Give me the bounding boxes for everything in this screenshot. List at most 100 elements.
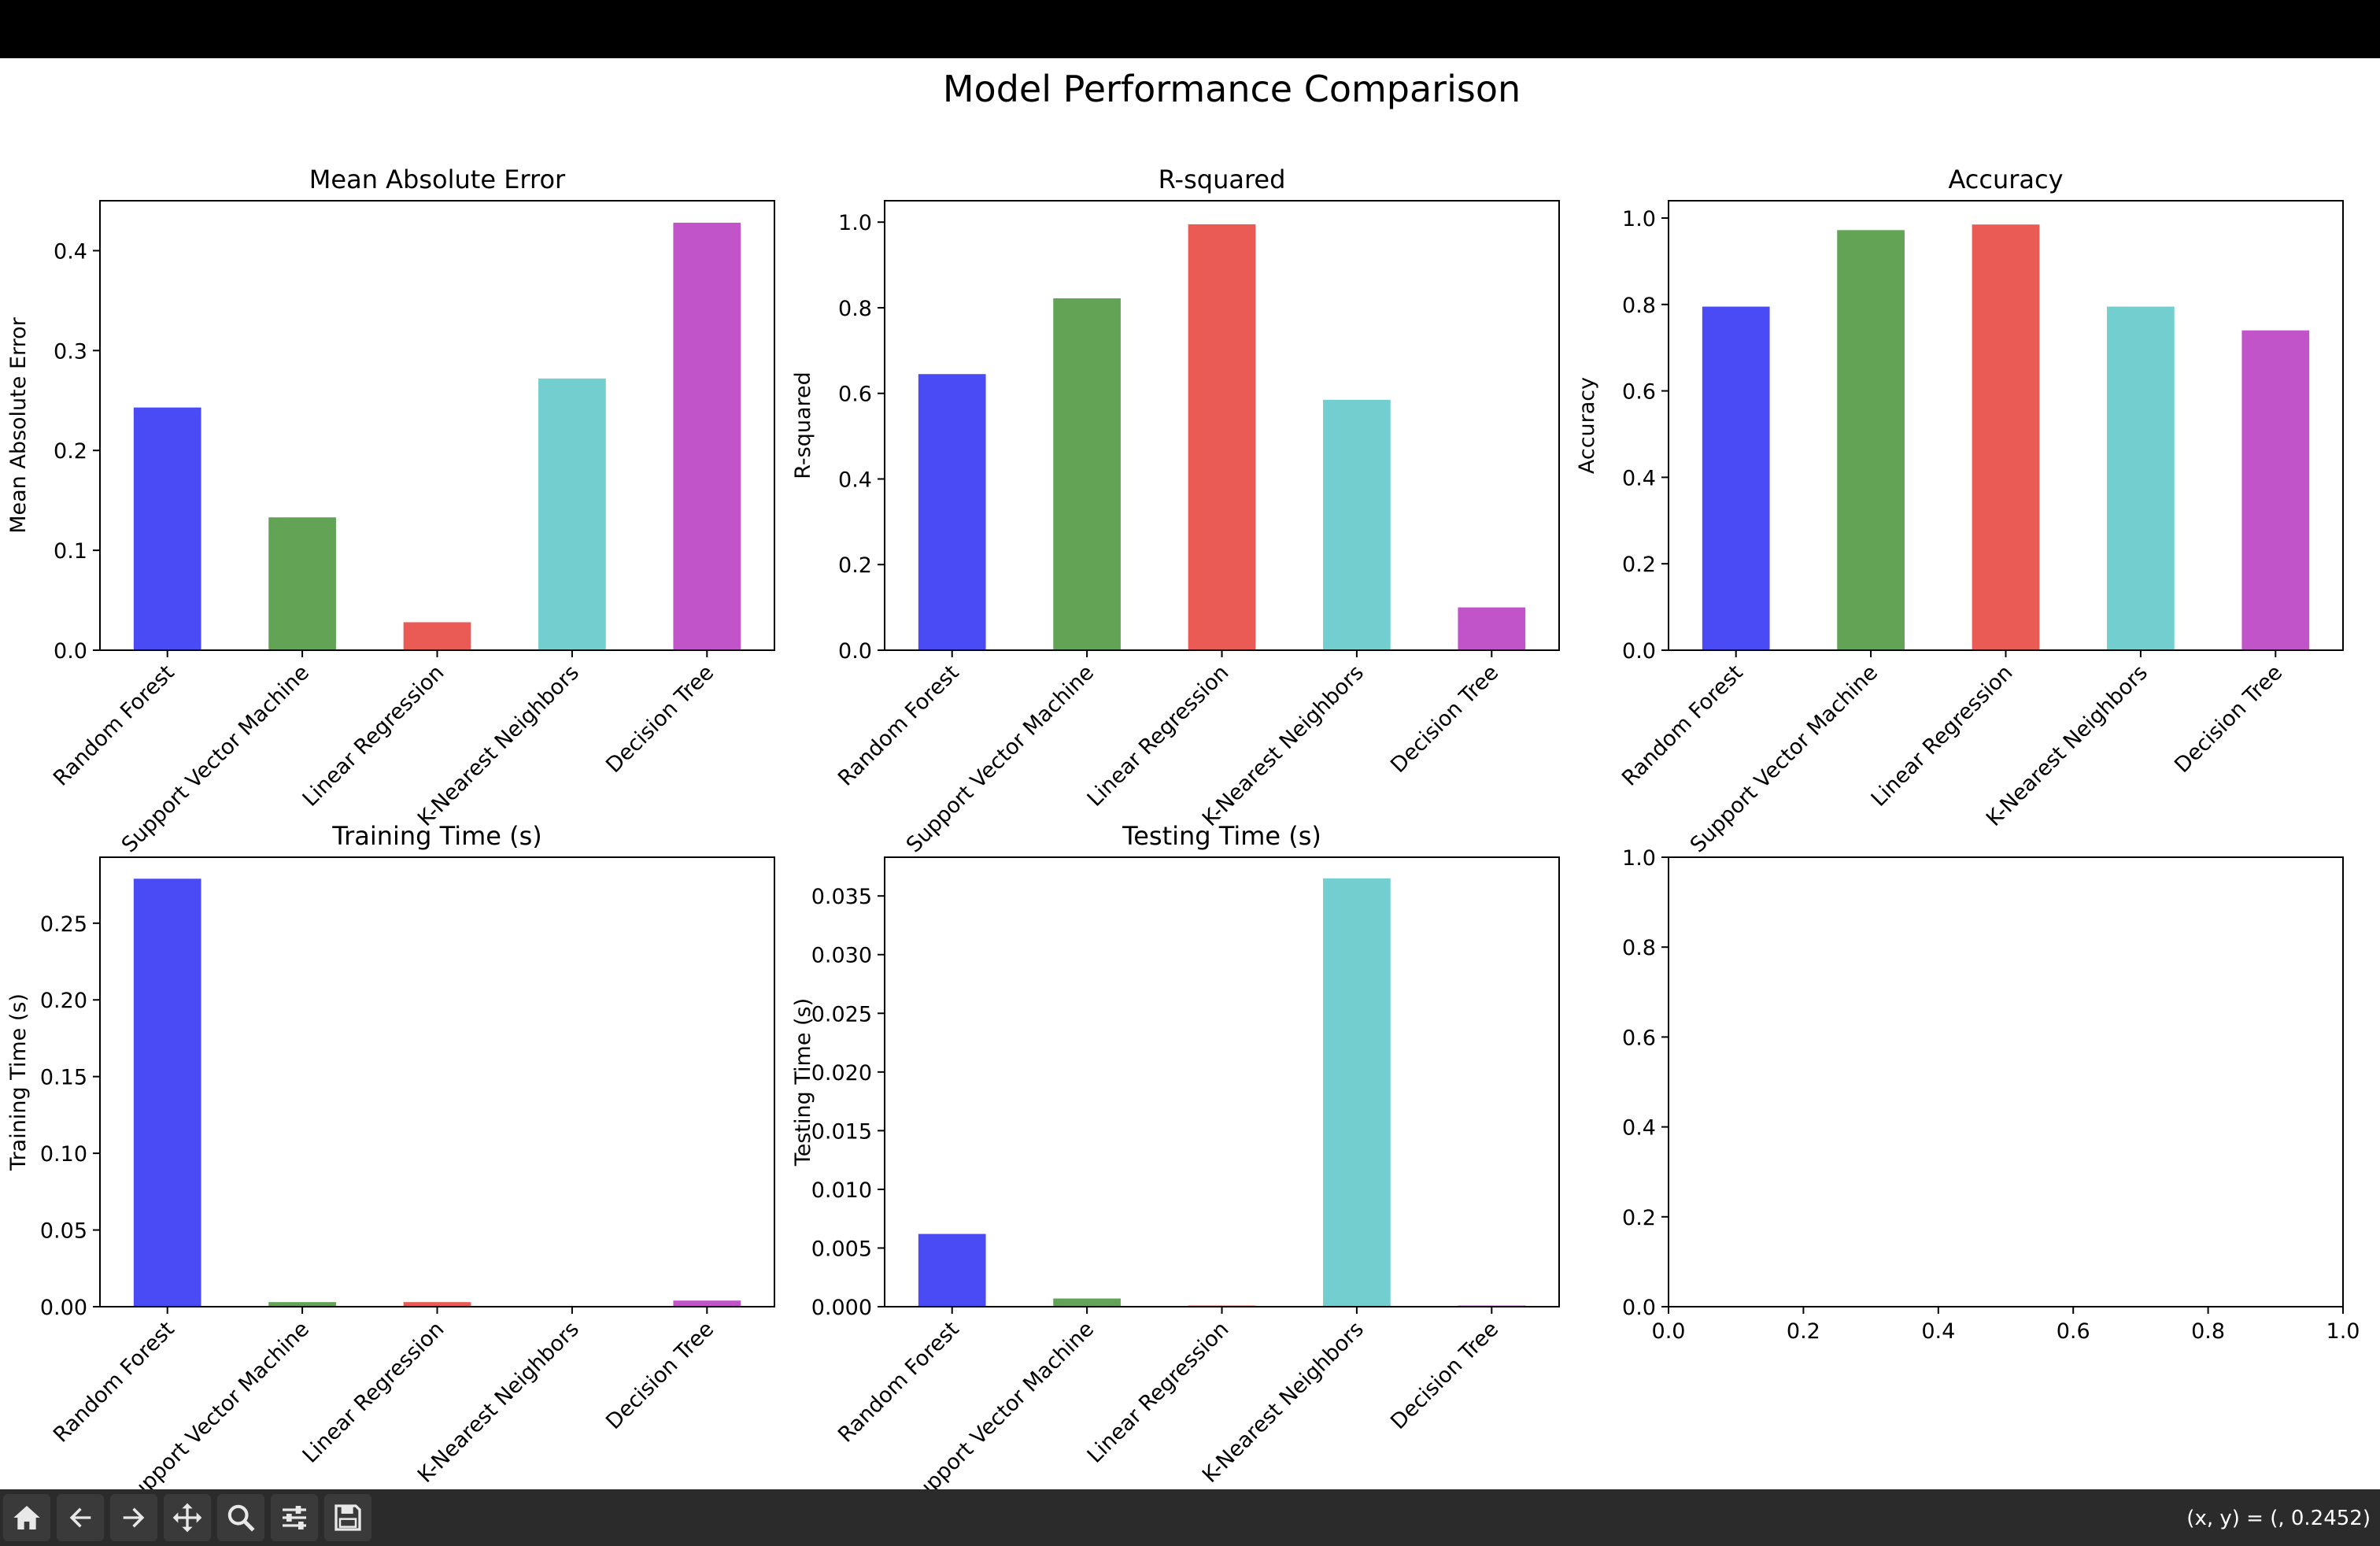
- y-tick-label: 0.2: [1622, 553, 1656, 577]
- y-tick-label: 0.1: [54, 539, 87, 564]
- y-tick-label: 0.4: [838, 468, 872, 492]
- y-tick-label: 0.0: [1622, 1296, 1656, 1320]
- move-icon: [172, 1503, 202, 1533]
- y-tick-label: 0.035: [811, 885, 872, 909]
- axes-frame: [1668, 856, 2344, 1307]
- x-tick-label: Linear Regression: [1867, 660, 2018, 812]
- cursor-coordinates: (x, y) = (, 0.2452): [2186, 1507, 2371, 1530]
- y-tick-label: 0.8: [838, 297, 872, 321]
- x-tick-label: Decision Tree: [601, 1317, 719, 1434]
- y-tick-label: 0.05: [40, 1219, 87, 1244]
- x-tick-label: Decision Tree: [1386, 1317, 1503, 1434]
- y-tick-label: 0.8: [1622, 294, 1656, 318]
- y-tick-label: 0.10: [40, 1142, 87, 1167]
- bar-linear-regression: [403, 1302, 471, 1307]
- bar-support-vector-machine: [268, 517, 336, 650]
- bar-k-nearest-neighbors: [1323, 878, 1391, 1307]
- x-tick-label: Random Forest: [1617, 660, 1748, 791]
- bar-linear-regression: [403, 622, 471, 650]
- y-tick-label: 0.8: [1622, 936, 1656, 960]
- forward-button[interactable]: [110, 1494, 157, 1541]
- arrow-right-icon: [123, 1507, 145, 1528]
- y-tick-label: 0.020: [811, 1061, 872, 1086]
- home-button[interactable]: [3, 1494, 50, 1541]
- bar-random-forest: [918, 374, 986, 650]
- y-tick-label: 0.6: [838, 383, 872, 407]
- x-tick-label: Random Forest: [833, 660, 964, 791]
- y-tick-label: 0.005: [811, 1237, 872, 1261]
- x-tick-label: Linear Regression: [1083, 660, 1234, 812]
- y-tick-label: 1.0: [838, 211, 872, 235]
- x-tick-label: Linear Regression: [298, 1317, 449, 1468]
- axes-frame: [884, 856, 1560, 1307]
- sliders-icon: [283, 1506, 306, 1529]
- save-icon: [334, 1504, 361, 1531]
- subplot-6: 0.0 0.2 0.4 0.6 0.8 1.0 0.0 0.2 0.4 0.6 0.8 1.0: [1622, 846, 2360, 1344]
- bar-decision-tree: [673, 222, 741, 651]
- y-tick-label: 0.0: [1622, 639, 1656, 664]
- bar-linear-regression: [1188, 224, 1256, 650]
- y-tick-label: 0.4: [54, 239, 87, 264]
- y-tick-label: 0.25: [40, 912, 87, 937]
- y-axis-label: R-squared: [791, 372, 815, 479]
- bar-support-vector-machine: [268, 1302, 336, 1307]
- home-icon: [13, 1506, 40, 1529]
- x-tick-label: 0.8: [2191, 1319, 2225, 1344]
- y-tick-label: 0.4: [1622, 466, 1656, 490]
- axes-frame: [1668, 200, 2344, 651]
- x-tick-label: Random Forest: [49, 660, 179, 791]
- bar-random-forest: [918, 1233, 986, 1307]
- navigation-toolbar: (x, y) = (, 0.2452): [0, 1489, 2380, 1546]
- x-tick-label: 0.2: [1787, 1319, 1820, 1344]
- subplot-2: R-squared 0.0 0.2 0.4 0.6 0.8 1.0 Random Forest…: [791, 165, 1560, 857]
- subplot-title: R-squared: [1159, 165, 1286, 194]
- y-tick-label: 0.000: [811, 1296, 872, 1320]
- bar-k-nearest-neighbors: [1323, 399, 1391, 650]
- y-tick-label: 0.20: [40, 989, 87, 1013]
- x-tick-label: Linear Regression: [298, 660, 449, 812]
- configure-subplots-button[interactable]: [271, 1494, 318, 1541]
- bar-decision-tree: [673, 1300, 741, 1307]
- subplot-title: Testing Time (s): [1122, 821, 1321, 851]
- y-tick-label: 1.0: [1622, 846, 1656, 871]
- y-tick-label: 0.6: [1622, 380, 1656, 405]
- y-tick-label: 0.2: [1622, 1206, 1656, 1230]
- y-tick-label: 0.2: [54, 439, 87, 464]
- y-axis-label: Testing Time (s): [791, 998, 815, 1167]
- figure-suptitle: Model Performance Comparison: [943, 68, 1521, 110]
- axes-frame: [99, 856, 775, 1307]
- figure-canvas[interactable]: Mean Absolute Error 0.0 0.1 0.2 0.3 0.4 Random…: [0, 58, 2380, 1489]
- subplot-title: Mean Absolute Error: [309, 165, 566, 194]
- zoom-icon: [227, 1504, 255, 1532]
- subplot-title: Accuracy: [1948, 165, 2063, 194]
- x-tick-label: 0.0: [1652, 1319, 1686, 1344]
- bar-decision-tree: [1458, 607, 1526, 650]
- arrow-left-icon: [69, 1507, 91, 1528]
- x-tick-label: 1.0: [2326, 1319, 2360, 1344]
- y-tick-label: 0.00: [40, 1296, 87, 1320]
- figure-svg: Mean Absolute Error 0.0 0.1 0.2 0.3 0.4 Random…: [6, 68, 2360, 1489]
- axes-frame: [884, 200, 1560, 651]
- bar-support-vector-machine: [1837, 230, 1905, 650]
- y-tick-label: 0.010: [811, 1178, 872, 1203]
- pan-button[interactable]: [164, 1494, 211, 1541]
- y-tick-label: 0.6: [1622, 1026, 1656, 1050]
- y-axis-label: Training Time (s): [6, 993, 31, 1171]
- window-titlebar: [0, 0, 2380, 58]
- x-tick-label: Decision Tree: [601, 660, 719, 778]
- x-tick-label: Decision Tree: [1386, 660, 1503, 778]
- x-tick-label: 0.4: [1921, 1319, 1955, 1344]
- x-tick-label: Random Forest: [49, 1317, 179, 1448]
- bar-random-forest: [1702, 306, 1770, 650]
- bar-random-forest: [133, 878, 201, 1307]
- bar-k-nearest-neighbors: [538, 378, 606, 650]
- x-tick-label: Decision Tree: [2170, 660, 2287, 778]
- subplot-title: Training Time (s): [331, 821, 542, 851]
- bar-decision-tree: [2241, 330, 2310, 650]
- y-tick-label: 0.025: [811, 1002, 872, 1026]
- back-button[interactable]: [57, 1494, 104, 1541]
- save-button[interactable]: [324, 1494, 371, 1541]
- y-tick-label: 0.015: [811, 1119, 872, 1144]
- zoom-button[interactable]: [217, 1494, 264, 1541]
